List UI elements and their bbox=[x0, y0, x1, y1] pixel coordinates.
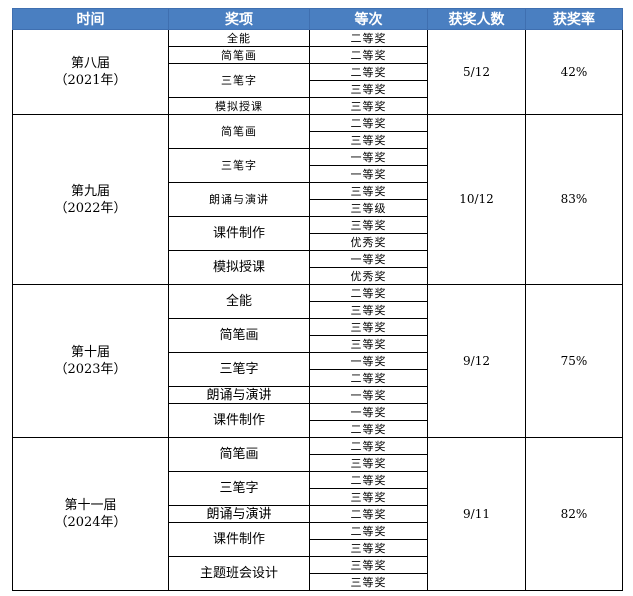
award-cell: 课件制作 bbox=[168, 522, 310, 557]
table-row: 主题班会设计 三等奖 bbox=[13, 556, 623, 591]
table-row: 第九届 （2022年） 简笔画 二等奖 10/12 83% bbox=[12, 114, 623, 285]
award-cell: 模拟授课 bbox=[168, 97, 310, 115]
header-time: 时间 bbox=[12, 8, 169, 30]
header-row: 时间 奖项 等次 获奖人数 获奖率 bbox=[12, 8, 623, 30]
table-row: 第十一届 （2024年） 简笔画 二等奖 9/11 82% bbox=[12, 437, 623, 591]
level-cell: 三等奖 bbox=[309, 488, 428, 506]
level-cell: 一等奖 bbox=[309, 165, 428, 183]
level-cell: 二等奖 bbox=[309, 471, 428, 489]
award-cell: 模拟授课 bbox=[168, 250, 310, 285]
term-year: （2023年） bbox=[54, 362, 127, 377]
level-cell: 二等奖 bbox=[309, 420, 428, 438]
level-cell: 二等奖 bbox=[309, 63, 428, 81]
table-row: 模拟授课 一等奖 bbox=[13, 250, 623, 285]
level-cell: 一等奖 bbox=[309, 250, 428, 268]
term-year: （2022年） bbox=[54, 200, 127, 216]
award-cell: 主题班会设计 bbox=[168, 556, 310, 591]
award-cell: 课件制作 bbox=[168, 403, 310, 438]
award-cell: 三笔字 bbox=[168, 471, 310, 506]
level-cell: 一等奖 bbox=[309, 403, 428, 421]
award-cell: 朗诵与演讲 bbox=[168, 182, 310, 217]
term-year: （2021年） bbox=[54, 73, 127, 88]
table-header: 时间 奖项 等次 获奖人数 获奖率 bbox=[12, 8, 623, 30]
term-year: （2024年） bbox=[54, 515, 127, 530]
award-cell: 朗诵与演讲 bbox=[168, 386, 310, 404]
level-cell: 一等奖 bbox=[309, 352, 428, 370]
term-cell: 第十一届 （2024年） bbox=[12, 437, 169, 591]
award-cell: 朗诵与演讲 bbox=[168, 505, 310, 523]
level-cell: 一等奖 bbox=[309, 148, 428, 166]
award-cell: 简笔画 bbox=[168, 318, 310, 353]
term-cell: 第九届 （2022年） bbox=[12, 114, 169, 285]
level-cell: 二等奖 bbox=[309, 522, 428, 540]
term-name: 第十一届 bbox=[64, 498, 117, 513]
table-row: 三笔字 一等奖 bbox=[13, 148, 623, 183]
level-cell: 三等奖 bbox=[309, 318, 428, 336]
winners-cell: 5/12 bbox=[427, 29, 526, 115]
table-row: 课件制作 一等奖 bbox=[13, 403, 623, 438]
level-cell: 二等奖 bbox=[309, 369, 428, 387]
level-cell: 三等奖 bbox=[309, 556, 428, 574]
level-cell: 三等奖 bbox=[309, 216, 428, 234]
level-cell: 三等级 bbox=[309, 199, 428, 217]
header-winners: 获奖人数 bbox=[427, 8, 526, 30]
award-cell: 三笔字 bbox=[168, 148, 310, 183]
level-cell: 三等奖 bbox=[309, 335, 428, 353]
level-cell: 三等奖 bbox=[309, 573, 428, 591]
rate-cell: 83% bbox=[525, 114, 623, 285]
level-cell: 三等奖 bbox=[309, 454, 428, 472]
header-level: 等次 bbox=[309, 8, 428, 30]
level-cell: 优秀奖 bbox=[309, 267, 428, 285]
winners-cell: 10/12 bbox=[427, 114, 526, 285]
table-row: 三等奖 bbox=[13, 301, 623, 319]
level-cell: 三等奖 bbox=[309, 97, 428, 115]
award-cell: 全能 bbox=[168, 29, 310, 47]
award-cell: 课件制作 bbox=[168, 216, 310, 251]
table-row: 三等奖 bbox=[13, 573, 623, 591]
header-award: 奖项 bbox=[168, 8, 310, 30]
rate-cell: 75% bbox=[525, 284, 623, 438]
award-cell: 三笔字 bbox=[168, 352, 310, 387]
rate-cell: 42% bbox=[525, 29, 623, 115]
term-name: 第十届 bbox=[70, 345, 110, 360]
table-body: 第八届 （2021年） 全能 二等奖 5/12 42% 简笔画 二等奖 三笔字 二等奖 三等奖 模拟授… bbox=[12, 29, 623, 591]
level-cell: 三等奖 bbox=[309, 131, 428, 149]
term-cell: 第十届 （2023年） bbox=[12, 284, 169, 438]
table-row: 课件制作 二等奖 bbox=[13, 522, 623, 557]
term-name: 第九届 bbox=[70, 183, 110, 199]
level-cell: 二等奖 bbox=[309, 437, 428, 455]
level-cell: 二等奖 bbox=[309, 114, 428, 132]
rate-cell: 82% bbox=[525, 437, 623, 591]
award-cell: 全能 bbox=[168, 284, 310, 319]
level-cell: 一等奖 bbox=[309, 386, 428, 404]
level-cell: 优秀奖 bbox=[309, 233, 428, 251]
table-row: 三等奖 bbox=[13, 539, 623, 557]
level-cell: 二等奖 bbox=[309, 29, 428, 47]
award-cell: 简笔画 bbox=[168, 114, 310, 149]
awards-table: 时间 奖项 等次 获奖人数 获奖率 第八届 （2021年） 全能 二等奖 5/12 42%… bbox=[12, 8, 623, 591]
level-cell: 二等奖 bbox=[309, 505, 428, 523]
table-row: 三等奖 bbox=[13, 80, 623, 98]
table-row: 第十届 （2023年） 全能 二等奖 9/12 75% bbox=[12, 284, 623, 438]
award-cell: 简笔画 bbox=[168, 46, 310, 64]
table-row: 朗诵与演讲 三等奖 bbox=[13, 182, 623, 217]
header-rate: 获奖率 bbox=[525, 8, 623, 30]
winners-cell: 9/11 bbox=[427, 437, 526, 591]
level-cell: 二等奖 bbox=[309, 284, 428, 302]
table-row: 三笔字 二等奖 bbox=[13, 471, 623, 506]
term-name: 第八届 bbox=[70, 56, 110, 71]
level-cell: 二等奖 bbox=[309, 46, 428, 64]
award-cell: 三笔字 bbox=[168, 63, 310, 98]
level-cell: 三等奖 bbox=[309, 182, 428, 200]
table-row: 一等奖 bbox=[13, 165, 623, 183]
level-cell: 三等奖 bbox=[309, 301, 428, 319]
level-cell: 三等奖 bbox=[309, 80, 428, 98]
award-cell: 简笔画 bbox=[168, 437, 310, 472]
table-row: 简笔画 三等奖 bbox=[13, 318, 623, 353]
table-row: 优秀奖 bbox=[13, 233, 623, 251]
term-cell: 第八届 （2021年） bbox=[12, 29, 169, 115]
winners-cell: 9/12 bbox=[427, 284, 526, 438]
level-cell: 三等奖 bbox=[309, 539, 428, 557]
table-row: 第八届 （2021年） 全能 二等奖 5/12 42% bbox=[12, 29, 623, 115]
